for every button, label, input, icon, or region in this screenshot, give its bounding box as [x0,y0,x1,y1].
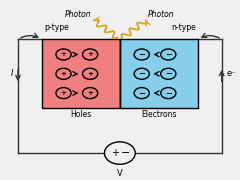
Text: +: + [61,71,66,77]
Text: Holes: Holes [70,110,91,119]
Text: p-type: p-type [44,23,69,32]
Text: −: − [138,89,145,98]
Text: +: + [87,51,93,57]
Text: I: I [11,69,13,78]
Text: −: − [165,69,172,78]
Text: +: + [111,148,119,158]
Text: +: + [87,90,93,96]
Text: −: − [165,89,172,98]
Text: Photon: Photon [148,10,175,19]
Text: +: + [87,71,93,77]
Text: −: − [138,50,145,59]
Text: Electrons: Electrons [141,110,177,119]
Text: e⁻: e⁻ [227,69,236,78]
Bar [120,39,198,108]
Text: +: + [61,90,66,96]
Text: n-type: n-type [171,23,196,32]
Text: −: − [138,69,145,78]
Text: −: − [165,50,172,59]
Circle shape [104,142,135,164]
Text: Photon: Photon [65,10,91,19]
Bar [42,39,120,108]
Text: −: − [120,148,130,158]
Text: V: V [117,169,123,178]
Text: +: + [61,51,66,57]
